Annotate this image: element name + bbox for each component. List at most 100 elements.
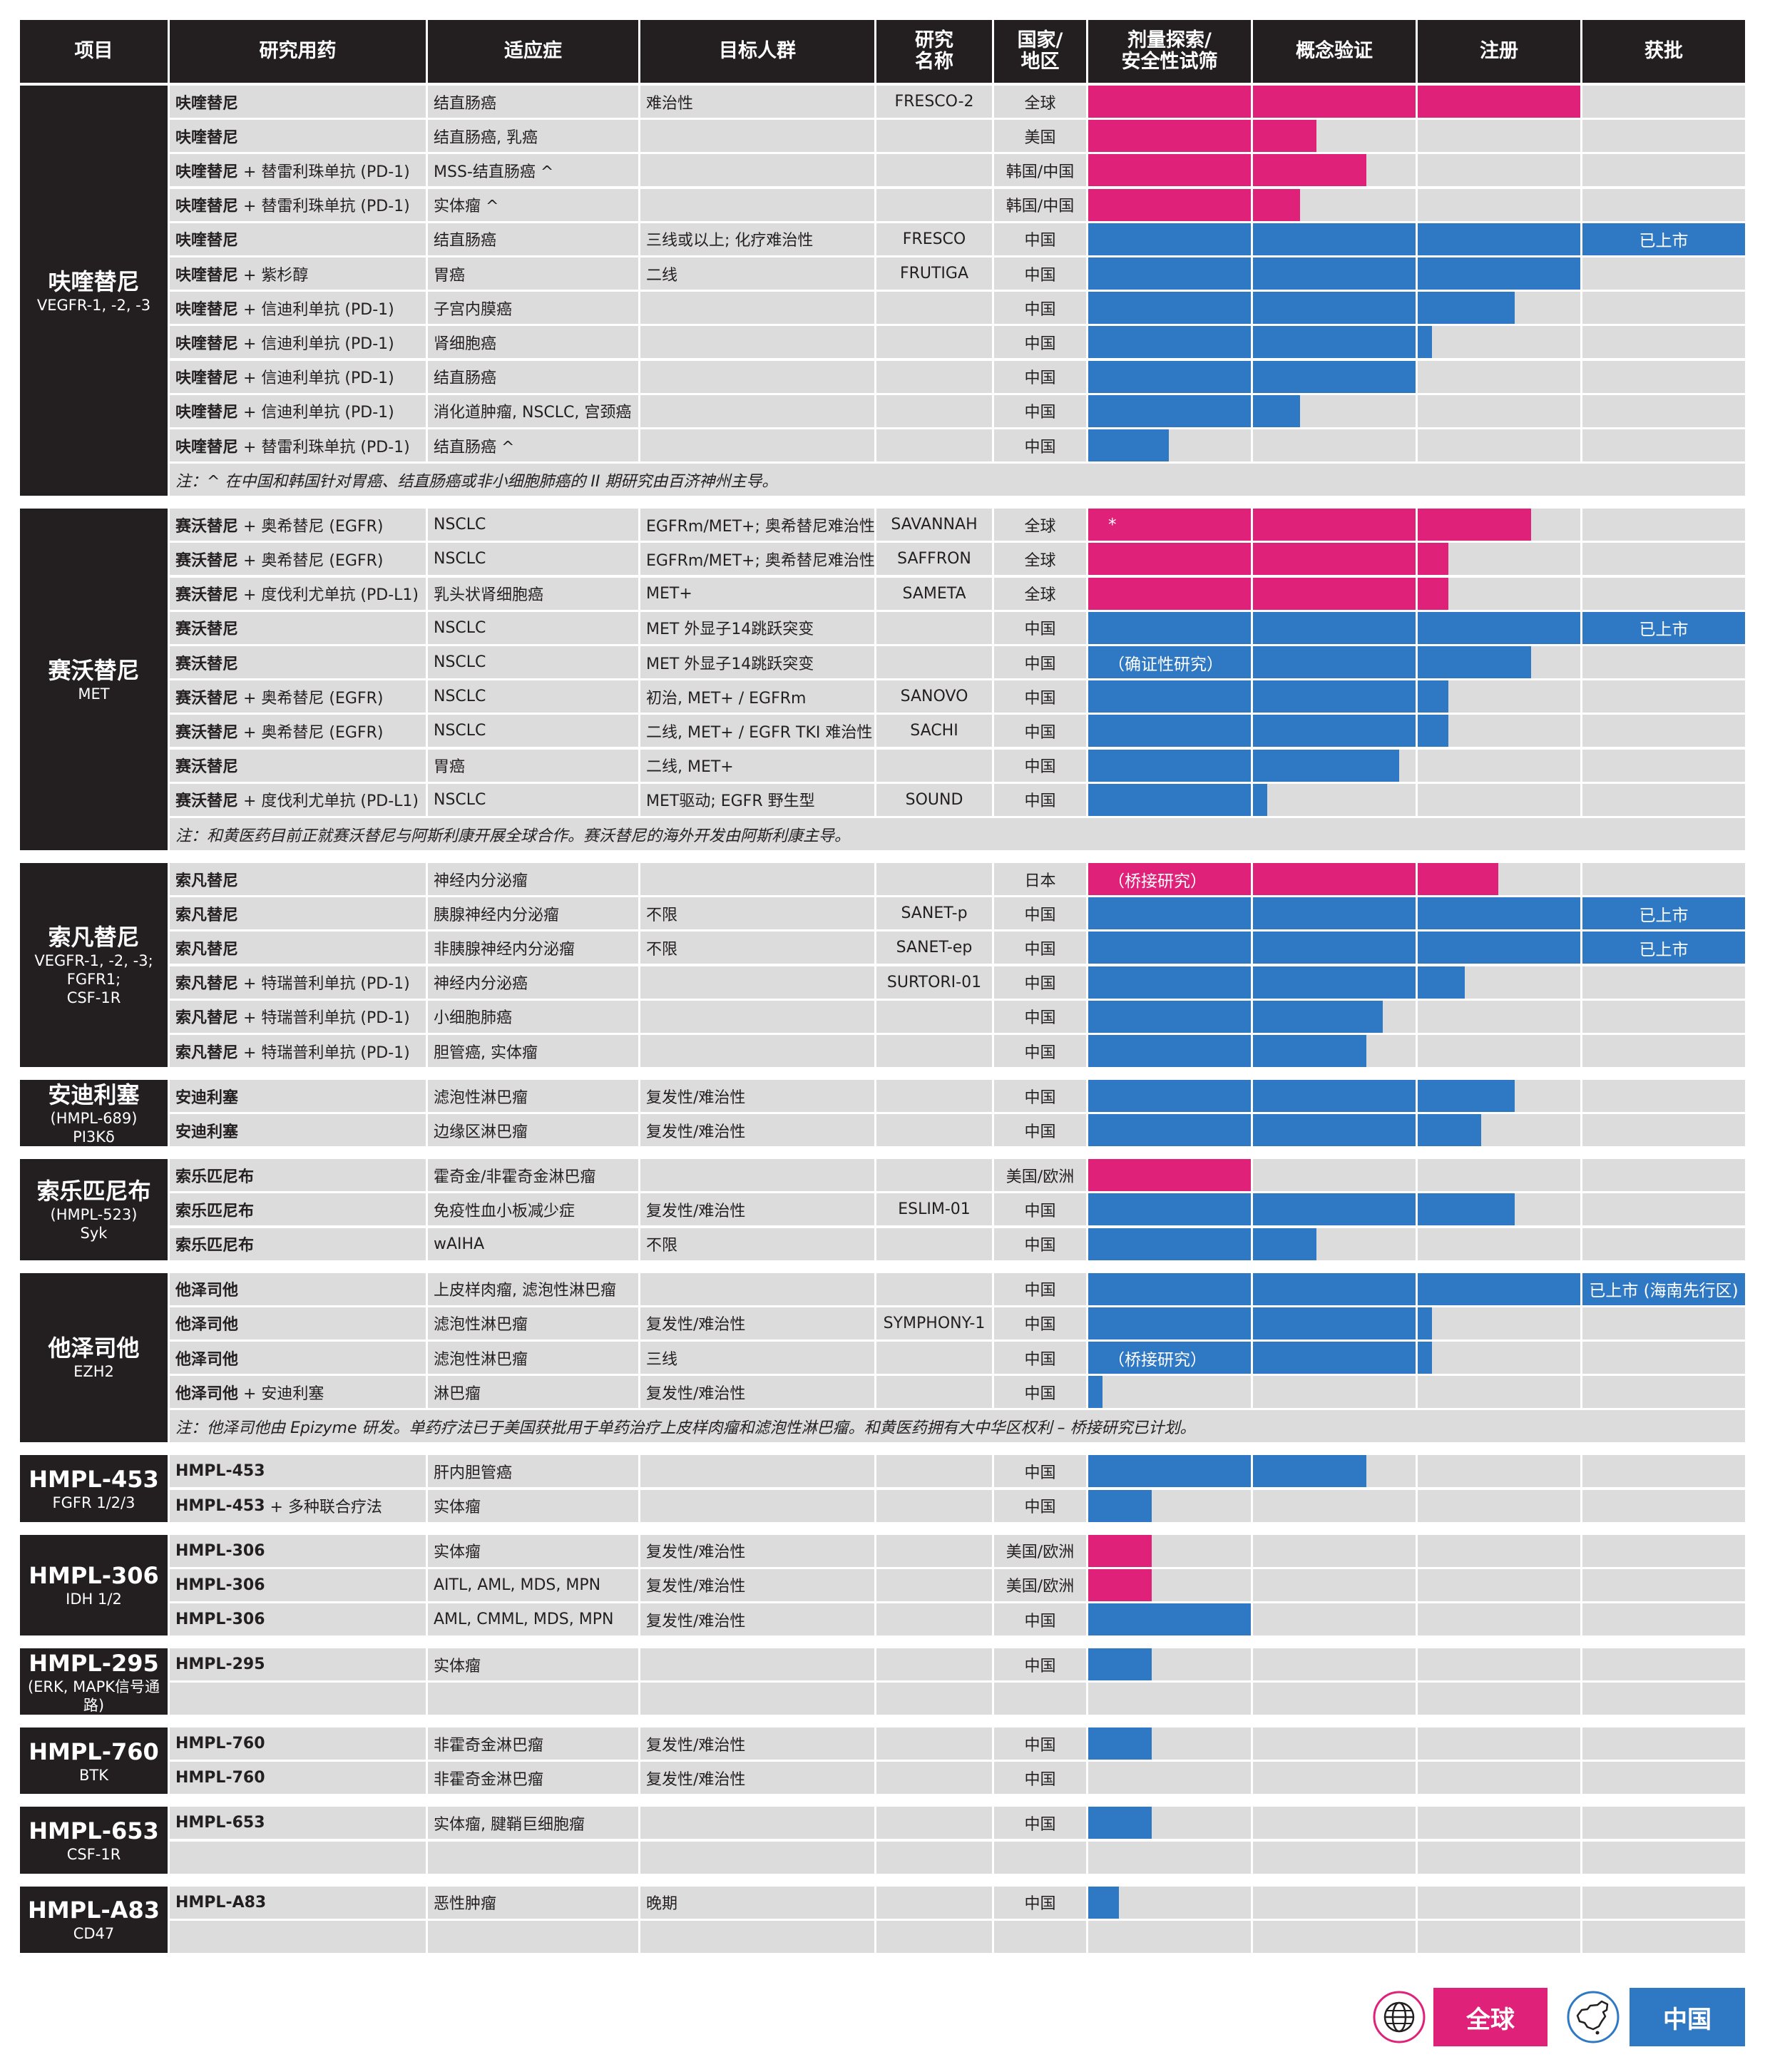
bar-annotation: （桥接研究） bbox=[1108, 872, 1207, 891]
cell-phase3 bbox=[1418, 1035, 1580, 1067]
cell-phase1 bbox=[1088, 1762, 1251, 1795]
cell-indication: 上皮样肉瘤, 滤泡性淋巴瘤 bbox=[428, 1272, 638, 1305]
cell-population: 复发性/难治性 bbox=[640, 1193, 874, 1226]
group-note: 注：和黄医药目前正就赛沃替尼与阿斯利康开展全球合作。赛沃替尼的海外开发由阿斯利康… bbox=[170, 818, 1745, 850]
cell-phase3 bbox=[1418, 326, 1580, 359]
cell-population bbox=[640, 1272, 874, 1305]
progress-bar bbox=[1088, 863, 1498, 895]
cell-study bbox=[876, 1886, 992, 1919]
cell-population bbox=[640, 1807, 874, 1839]
header-region: 国家/ 地区 bbox=[994, 20, 1086, 83]
cell-drug: 索乐匹尼布 bbox=[170, 1193, 426, 1226]
cell-approved bbox=[1582, 966, 1745, 999]
drug-name: 索凡替尼 bbox=[175, 906, 239, 924]
cell-drug: HMPL-760 bbox=[170, 1727, 426, 1760]
cell-drug: 呋喹替尼 + 信迪利单抗 (PD-1) bbox=[170, 292, 426, 325]
cell-study bbox=[876, 611, 992, 644]
progress-bar bbox=[1088, 680, 1448, 713]
cell-population: 二线, MET+ bbox=[640, 749, 874, 782]
progress-bar bbox=[1088, 1727, 1152, 1760]
cell-drug: 他泽司他 bbox=[170, 1342, 426, 1374]
cell-phase2 bbox=[1253, 429, 1416, 461]
cell-region: 中国 bbox=[994, 715, 1086, 747]
cell-phase2 bbox=[1253, 1727, 1416, 1760]
stage-divider bbox=[1580, 1272, 1582, 1409]
cell-approved bbox=[1582, 863, 1745, 895]
cell-indication: wAIHA bbox=[428, 1228, 638, 1260]
stage-divider bbox=[1251, 1455, 1253, 1522]
cell-drug: 赛沃替尼 bbox=[170, 611, 426, 644]
cell-indication: 肾细胞癌 bbox=[428, 326, 638, 359]
stage-divider bbox=[1580, 86, 1582, 461]
cell-population: MET+ bbox=[640, 577, 874, 610]
cell-region: 美国 bbox=[994, 120, 1086, 153]
cell-indication: 结直肠癌 ^ bbox=[428, 429, 638, 461]
cell-drug: 索凡替尼 bbox=[170, 932, 426, 964]
cell-drug: HMPL-653 bbox=[170, 1807, 426, 1839]
group-name: 索乐匹尼布 bbox=[36, 1177, 151, 1205]
cell-population bbox=[640, 1841, 874, 1874]
cell-indication: NSCLC bbox=[428, 509, 638, 541]
cell-region: 中国 bbox=[994, 1727, 1086, 1760]
cell-region: 全球 bbox=[994, 577, 1086, 610]
group-name: HMPL-306 bbox=[29, 1562, 159, 1590]
group-target: BTK bbox=[78, 1766, 108, 1784]
cell-region: 中国 bbox=[994, 646, 1086, 678]
cell-region: 中国 bbox=[994, 1807, 1086, 1839]
cell-approved bbox=[1582, 680, 1745, 713]
cell-population bbox=[640, 292, 874, 325]
cell-indication: 小细胞肺癌 bbox=[428, 1000, 638, 1033]
cell-phase3 bbox=[1418, 1489, 1580, 1522]
drug-name: 呋喹替尼 bbox=[175, 438, 239, 456]
cell-indication: 消化道肿瘤, NSCLC, 宫颈癌 bbox=[428, 394, 638, 427]
cell-population: 三线 bbox=[640, 1342, 874, 1374]
stage-divider bbox=[1416, 1080, 1418, 1147]
cell-study: SACHI bbox=[876, 715, 992, 747]
progress-bar bbox=[1088, 715, 1448, 747]
cell-phase2 bbox=[1253, 1683, 1416, 1715]
cell-study bbox=[876, 1000, 992, 1033]
cell-region: 中国 bbox=[994, 223, 1086, 255]
cell-drug: 他泽司他 + 安迪利塞 bbox=[170, 1376, 426, 1409]
cell-drug: 赛沃替尼 + 奥希替尼 (EGFR) bbox=[170, 715, 426, 747]
group-name: 索凡替尼 bbox=[48, 924, 140, 951]
cell-study bbox=[876, 1489, 992, 1522]
cell-approved bbox=[1582, 1603, 1745, 1635]
drug-name: 安迪利塞 bbox=[175, 1123, 239, 1141]
header-phase3: 注册 bbox=[1418, 20, 1580, 83]
cell-drug: 索凡替尼 bbox=[170, 897, 426, 930]
progress-bar bbox=[1088, 257, 1580, 290]
cell-phase3 bbox=[1418, 120, 1580, 153]
drug-name: 索凡替尼 bbox=[175, 1043, 239, 1062]
stage-divider bbox=[1416, 1534, 1418, 1635]
drug-name: 呋喹替尼 bbox=[175, 232, 239, 250]
cell-study bbox=[876, 1114, 992, 1147]
drug-name: 索乐匹尼布 bbox=[175, 1202, 255, 1220]
cell-study bbox=[876, 1272, 992, 1305]
progress-bar bbox=[1088, 1193, 1515, 1226]
cell-approved bbox=[1582, 1568, 1745, 1601]
status-label: 已上市 (海南先行区) bbox=[1589, 1282, 1739, 1301]
cell-study bbox=[876, 1807, 992, 1839]
cell-study: FRESCO bbox=[876, 223, 992, 255]
cell-region: 中国 bbox=[994, 360, 1086, 393]
cell-study bbox=[876, 326, 992, 359]
cell-drug bbox=[170, 1841, 426, 1874]
cell-population bbox=[640, 1159, 874, 1192]
cell-region: 中国 bbox=[994, 1193, 1086, 1226]
progress-bar bbox=[1088, 543, 1448, 576]
cell-indication: MSS-结直肠癌 ^ bbox=[428, 154, 638, 187]
cell-population bbox=[640, 1000, 874, 1033]
drug-name: 赛沃替尼 bbox=[175, 792, 239, 811]
drug-name: 赛沃替尼 bbox=[175, 655, 239, 673]
group-name: 他泽司他 bbox=[48, 1334, 140, 1362]
stage-divider bbox=[1251, 1648, 1253, 1715]
group-label: HMPL-295 (ERK, MAPK信号通路) bbox=[20, 1648, 168, 1715]
group-label: HMPL-760 BTK bbox=[20, 1727, 168, 1795]
progress-bar bbox=[1088, 154, 1366, 187]
group-name: HMPL-A83 bbox=[27, 1897, 160, 1924]
cell-region bbox=[994, 1920, 1086, 1953]
cell-study bbox=[876, 1683, 992, 1715]
drug-combination: + 特瑞普利单抗 (PD-1) bbox=[238, 1043, 410, 1062]
cell-region: 全球 bbox=[994, 86, 1086, 118]
